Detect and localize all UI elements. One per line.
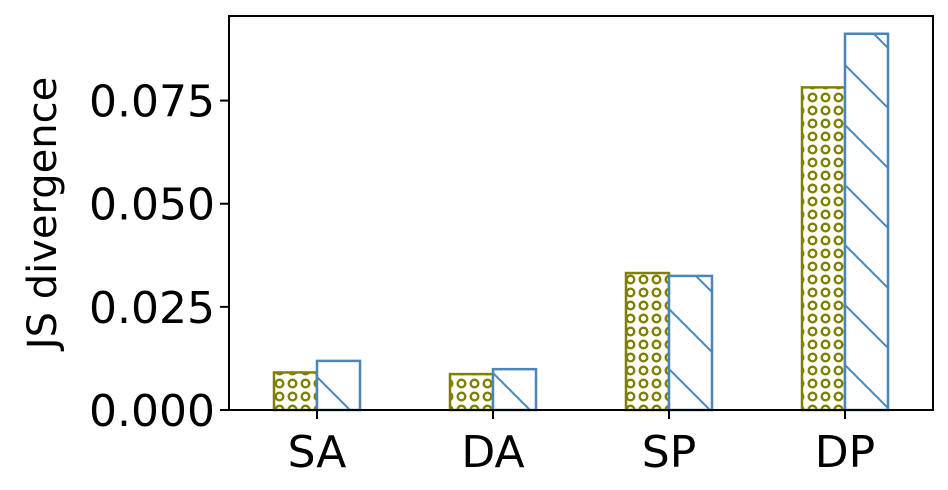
y-tick-label: 0.000 [89, 386, 215, 437]
bar-series-a-dp [800, 86, 847, 412]
x-tick-label-sa: SA [288, 427, 347, 478]
bar-series-b-da [491, 367, 538, 412]
y-ticks: 0.000 0.025 0.050 0.075 [89, 77, 229, 437]
bar-series-a-sp [624, 271, 671, 412]
y-tick-label: 0.050 [89, 180, 215, 231]
y-tick-label: 0.075 [89, 77, 215, 128]
x-tick-label-da: DA [461, 427, 524, 478]
x-tick-label-dp: DP [815, 427, 875, 478]
bar-series-b-sa [315, 359, 362, 412]
y-tick-label: 0.025 [89, 283, 215, 334]
y-axis-label: JS divergence [20, 77, 66, 352]
plot-frame [228, 15, 934, 411]
x-tick-label-sp: SP [642, 427, 696, 478]
bars-group [272, 32, 890, 412]
bar-series-b-dp [843, 32, 890, 412]
bar-series-a-da [448, 372, 495, 412]
bar-series-a-sa [272, 371, 319, 412]
x-ticks: SA DA SP DP [288, 410, 875, 478]
bar-series-b-sp [667, 274, 714, 412]
